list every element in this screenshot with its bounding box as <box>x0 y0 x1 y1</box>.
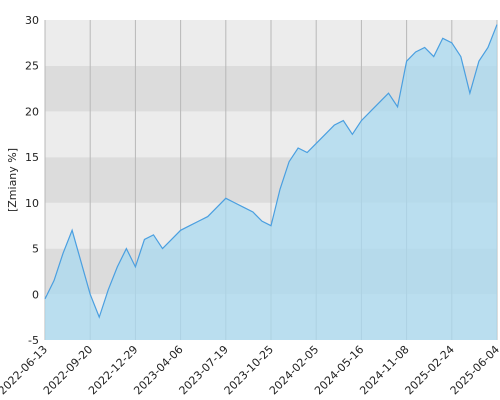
y-tick-label: 10 <box>25 197 39 210</box>
y-tick-label: 25 <box>25 60 39 73</box>
y-tick-label: -5 <box>28 334 39 347</box>
y-tick-label: 30 <box>25 14 39 27</box>
area <box>45 24 497 340</box>
y-tick-label: 20 <box>25 105 39 118</box>
y-tick-label: 0 <box>32 288 39 301</box>
y-tick-label: 5 <box>32 243 39 256</box>
line <box>44 24 498 319</box>
y-tick-label: 15 <box>25 151 39 164</box>
y-axis-label: [Zmiany %] <box>6 148 19 212</box>
